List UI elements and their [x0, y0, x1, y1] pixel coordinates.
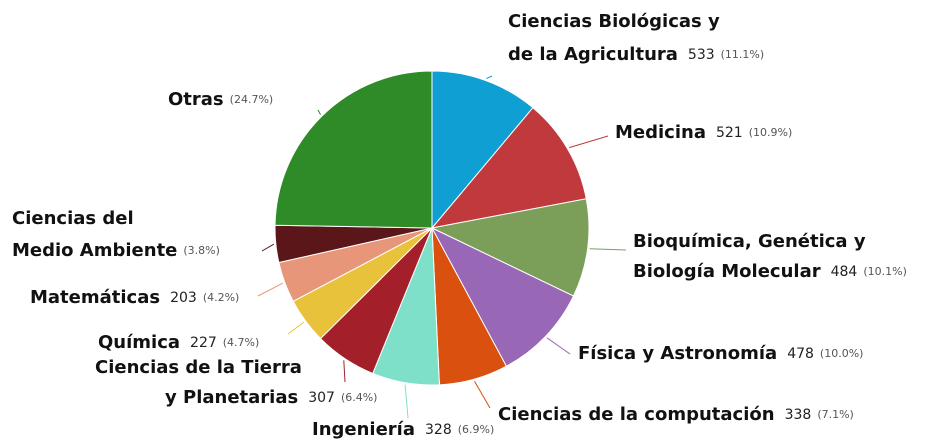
label-text: Ingeniería: [312, 419, 415, 440]
leader-line: [287, 321, 305, 335]
label-text: Ciencias del: [12, 208, 134, 229]
pie-slice: [430, 226, 575, 367]
count: 328: [425, 422, 452, 438]
slice-label: Ciencias de la computación 338 (7.1%): [498, 404, 854, 425]
count: 478: [787, 346, 814, 362]
percent: (24.7%): [230, 93, 274, 106]
label-text: Medicina: [615, 122, 706, 143]
label-text: Ciencias de la Tierra: [95, 357, 302, 378]
label-text: Matemáticas: [30, 287, 160, 308]
count: 227: [190, 335, 217, 351]
leader-line: [546, 337, 571, 355]
leader-line: [343, 360, 346, 383]
percent: (4.2%): [203, 291, 240, 304]
slice-label: Ciencias del: [12, 208, 134, 229]
count: 338: [785, 407, 812, 423]
pie-slice: [431, 70, 534, 230]
label-text: de la Agricultura: [508, 44, 678, 65]
slice-label: Física y Astronomía 478 (10.0%): [578, 343, 863, 364]
count: 521: [716, 125, 743, 141]
slice-label: Medicina 521 (10.9%): [615, 122, 792, 143]
percent: (10.9%): [749, 126, 793, 139]
pie-slice: [274, 70, 433, 229]
leader-line: [486, 75, 493, 80]
percent: (10.0%): [820, 347, 864, 360]
count: 307: [308, 390, 335, 406]
leader-line: [589, 248, 627, 251]
leader-line: [404, 384, 409, 419]
slice-label: Ingeniería 328 (6.9%): [312, 419, 494, 440]
percent: (4.7%): [223, 336, 260, 349]
label-text: Química: [98, 332, 180, 353]
percent: (11.1%): [721, 48, 765, 61]
leader-line: [257, 282, 284, 297]
percent: (6.9%): [458, 423, 495, 436]
pie-slice: [430, 198, 590, 297]
slice-label: Matemáticas 203 (4.2%): [30, 287, 239, 308]
label-text: Otras: [168, 89, 224, 110]
pie-slice: [430, 107, 587, 229]
percent: (3.8%): [183, 244, 220, 257]
slice-label: Química 227 (4.7%): [98, 332, 259, 353]
label-text: Medio Ambiente: [12, 240, 177, 261]
leader-line: [569, 135, 609, 149]
slice-label: Bioquímica, Genética y: [633, 231, 866, 252]
count: 203: [170, 290, 197, 306]
percent: (7.1%): [817, 408, 854, 421]
label-text: Ciencias Biológicas y: [508, 11, 720, 32]
leader-line: [474, 380, 491, 409]
slice-label: de la Agricultura 533 (11.1%): [508, 44, 764, 65]
label-text: Biología Molecular: [633, 261, 821, 282]
percent: (10.1%): [863, 265, 907, 278]
label-text: Física y Astronomía: [578, 343, 777, 364]
count: 484: [831, 264, 858, 280]
percent: (6.4%): [341, 391, 378, 404]
slice-label: Ciencias Biológicas y: [508, 11, 720, 32]
slice-label: Otras (24.7%): [168, 89, 273, 110]
label-text: y Planetarias: [165, 387, 298, 408]
slice-label: Ciencias de la Tierra: [95, 357, 302, 378]
slice-label: Medio Ambiente (3.8%): [12, 240, 220, 261]
leader-line: [317, 109, 321, 115]
slice-label: y Planetarias 307 (6.4%): [165, 387, 377, 408]
leader-line: [261, 243, 275, 252]
count: 533: [688, 47, 715, 63]
label-text: Bioquímica, Genética y: [633, 231, 866, 252]
label-text: Ciencias de la computación: [498, 404, 775, 425]
slice-label: Biología Molecular 484 (10.1%): [633, 261, 907, 282]
